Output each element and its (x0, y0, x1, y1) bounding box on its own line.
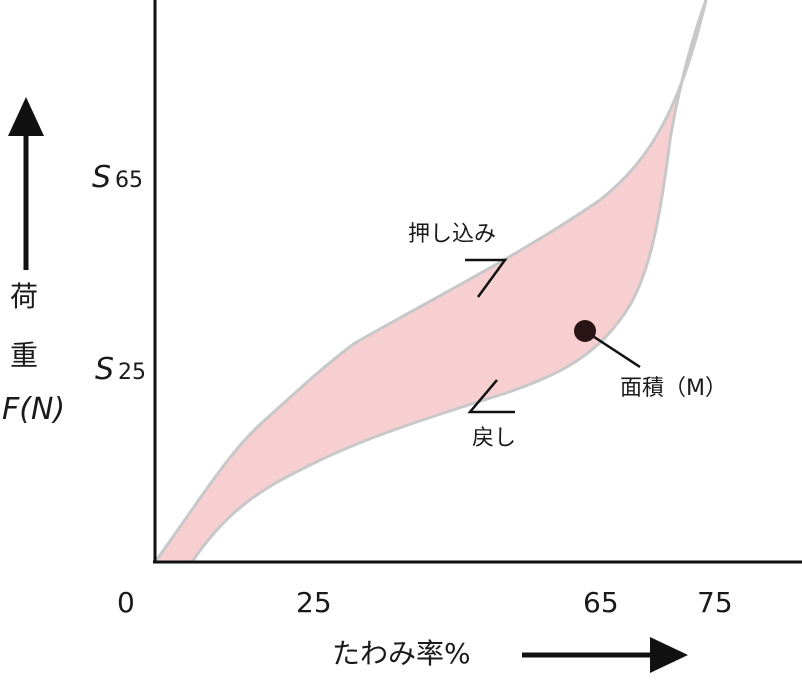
y-axis-title-line1: 荷 (10, 280, 39, 313)
s65-subscript: 65 (115, 168, 144, 193)
x-tick-0: 0 (117, 586, 135, 619)
s25-subscript: 25 (118, 360, 147, 385)
area-dot (574, 320, 596, 342)
x-axis-title: たわみ率% (332, 637, 471, 670)
y-arrow-head (8, 97, 44, 136)
y-axis-title-line2: 重 (10, 339, 39, 372)
push-marker (465, 258, 508, 298)
x-arrow-head (650, 637, 688, 673)
s65-letter: S (92, 160, 112, 195)
hysteresis-area (153, 0, 708, 564)
area-label: 面積（M） (620, 376, 727, 401)
y-label-s25: S 25 (95, 355, 146, 385)
y-axis-title-line3: F(N) (2, 392, 66, 427)
x-tick-75: 75 (697, 586, 733, 619)
y-label-s65: S 65 (92, 163, 143, 193)
x-tick-25: 25 (296, 586, 332, 619)
push-label: 押し込み (408, 222, 497, 247)
return-marker (467, 379, 515, 414)
s25-letter: S (95, 352, 115, 387)
return-label: 戻し (472, 426, 517, 451)
x-tick-65: 65 (583, 586, 619, 619)
